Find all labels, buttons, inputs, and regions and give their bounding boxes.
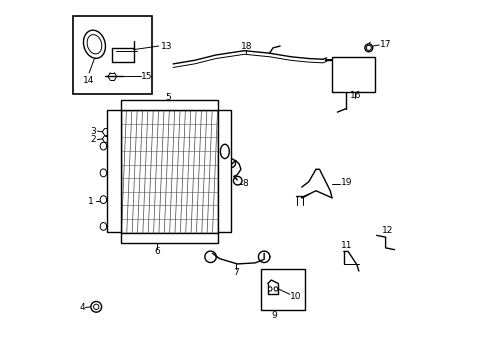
Ellipse shape (274, 287, 277, 291)
Bar (260, 269, 305, 310)
Text: 6: 6 (154, 247, 160, 256)
Text: 18: 18 (240, 42, 251, 51)
Text: 14: 14 (83, 76, 95, 85)
Bar (73, 16, 151, 94)
Text: 8: 8 (242, 179, 248, 188)
Text: 11: 11 (340, 240, 352, 249)
Bar (331, 57, 374, 93)
Text: 3: 3 (90, 127, 96, 136)
Text: 19: 19 (340, 178, 352, 187)
Ellipse shape (100, 142, 106, 150)
Ellipse shape (366, 45, 370, 50)
Ellipse shape (220, 144, 229, 158)
Bar (217, 111, 231, 232)
Ellipse shape (100, 196, 106, 203)
Bar (121, 111, 217, 233)
Text: 7: 7 (233, 268, 239, 277)
Bar (121, 233, 217, 243)
Text: 12: 12 (381, 226, 392, 235)
Text: 1: 1 (88, 197, 94, 206)
Ellipse shape (268, 287, 271, 291)
Text: 13: 13 (160, 41, 172, 50)
Ellipse shape (91, 301, 102, 312)
Text: 16: 16 (349, 91, 360, 100)
Text: 2: 2 (90, 135, 96, 144)
Bar (107, 111, 121, 232)
Text: 17: 17 (379, 40, 390, 49)
Ellipse shape (100, 222, 106, 230)
Text: 10: 10 (290, 292, 301, 301)
Text: 5: 5 (164, 93, 170, 102)
Text: 15: 15 (141, 72, 152, 81)
Text: 4: 4 (79, 303, 84, 312)
Ellipse shape (100, 169, 106, 177)
Text: 9: 9 (270, 311, 276, 320)
Ellipse shape (364, 44, 372, 52)
Ellipse shape (93, 304, 99, 310)
Bar (121, 100, 217, 111)
